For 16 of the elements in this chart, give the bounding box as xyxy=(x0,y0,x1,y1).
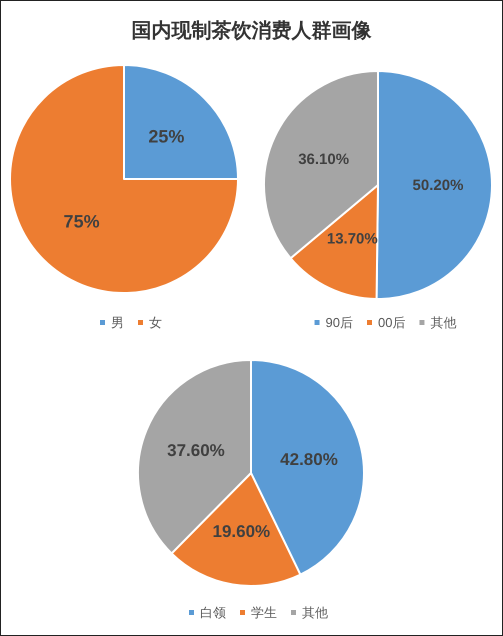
legend-label: 其他 xyxy=(302,605,328,620)
legend-label: 男 xyxy=(111,315,124,330)
legend-label: 90后 xyxy=(326,315,354,330)
data-label: 36.10% xyxy=(298,151,350,168)
chart-title: 国内现制茶饮消费人群画像 xyxy=(132,20,372,42)
data-label: 19.60% xyxy=(212,522,270,542)
legend-label: 学生 xyxy=(251,605,277,620)
data-label: 42.80% xyxy=(280,450,338,470)
legend-label: 其他 xyxy=(430,315,456,330)
data-label: 25% xyxy=(148,126,184,147)
data-label: 37.60% xyxy=(167,440,225,460)
legend-label: 00后 xyxy=(378,315,406,330)
legend-label: 女 xyxy=(149,315,162,330)
legend-label: 白领 xyxy=(200,605,226,620)
data-label: 50.20% xyxy=(412,176,464,194)
data-label: 75% xyxy=(64,211,100,232)
